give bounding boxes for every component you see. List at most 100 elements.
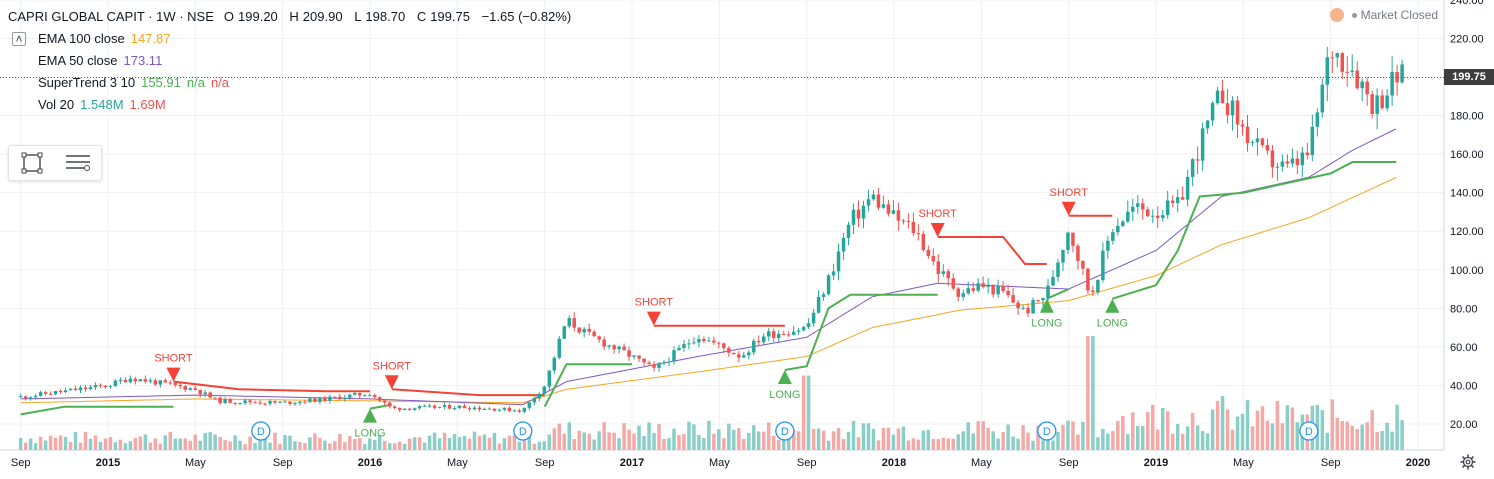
candle-body [502, 407, 507, 410]
volume-bar [243, 444, 247, 450]
candle-body [632, 355, 636, 357]
candle-body [871, 194, 876, 200]
candle-body [348, 394, 352, 398]
indicator-value: 1.69M [129, 97, 166, 112]
volume-bar [93, 435, 98, 450]
candle-body [1051, 276, 1055, 286]
volume-bar [382, 440, 387, 450]
volume-bar [1180, 433, 1185, 450]
candle-body [517, 410, 522, 412]
volume-bar [462, 436, 467, 450]
volume-bar [373, 439, 377, 450]
candle-body [527, 402, 532, 408]
supertrend-long-line [784, 293, 938, 371]
volume-bar [48, 435, 53, 450]
volume-bar [1225, 409, 1230, 450]
indicator-volume[interactable]: Vol 20 1.548M 1.69M [8, 94, 575, 116]
candle-body [921, 233, 926, 250]
volume-bar [791, 429, 796, 450]
volume-bar [213, 434, 217, 450]
candle-body [1190, 159, 1195, 177]
indicator-supertrend[interactable]: SuperTrend 3 10 155.91 n/a n/a [8, 72, 575, 94]
volume-bar [363, 444, 367, 450]
candle-body [1210, 103, 1215, 121]
volume-bar [1290, 407, 1295, 450]
volume-bar [358, 438, 362, 450]
short-signal-arrow [1061, 201, 1076, 216]
ohlc-values: O 199.20 H 209.90 L 198.70 C 199.75 −1.65 (−… [224, 6, 575, 28]
collapse-legend-icon[interactable]: ˄ [12, 32, 26, 46]
supertrend-long-line [1046, 288, 1070, 300]
volume-bar [38, 436, 43, 450]
volume-bar [343, 442, 347, 450]
candle-body [1111, 232, 1115, 241]
volume-bar [407, 438, 412, 450]
text-lines-tool-icon[interactable] [64, 149, 92, 177]
time-tick-label: Sep [1321, 457, 1341, 469]
volume-bar [886, 427, 891, 450]
price-tick-label: 160.00 [1450, 149, 1484, 161]
candle-body [846, 224, 851, 238]
volume-bar [602, 422, 606, 450]
indicator-ema100[interactable]: ˄ EMA 100 close 147.87 [8, 28, 575, 50]
volume-bar [33, 443, 38, 450]
volume-bar [173, 438, 178, 450]
candle-body [1071, 232, 1075, 246]
candle-body [223, 399, 227, 404]
volume-bar [1011, 436, 1015, 450]
candle-body [1006, 290, 1010, 296]
symbol-title[interactable]: CAPRI GLOBAL CAPIT · 1W · NSE [8, 9, 214, 24]
candle-body [462, 405, 467, 409]
drawing-toolbox [8, 145, 102, 181]
time-tick-label: Sep [273, 457, 293, 469]
time-tick-label: 2019 [1144, 457, 1168, 469]
volume-bar [986, 428, 990, 450]
volume-bar [567, 422, 571, 450]
volume-bar [228, 441, 232, 450]
volume-bar [757, 431, 761, 450]
candle-body [991, 284, 995, 295]
volume-bar [23, 442, 28, 450]
candle-body [293, 403, 297, 405]
candle-body [238, 403, 242, 405]
candle-body [1225, 103, 1230, 116]
candle-body [692, 342, 696, 344]
dividend-marker-label: D [519, 426, 527, 438]
supertrend-long-line [543, 363, 632, 408]
dividend-marker-icon [513, 421, 533, 441]
long-signal-arrow [363, 408, 377, 423]
price-tick-label: 140.00 [1450, 188, 1484, 200]
volume-bar [168, 431, 173, 450]
volume-bar [477, 435, 482, 450]
candle-body [507, 407, 512, 412]
candle-body [477, 407, 482, 410]
candle-body [612, 345, 616, 350]
gear-icon[interactable] [1460, 454, 1476, 470]
candle-body [771, 331, 776, 338]
candle-body [1121, 221, 1125, 226]
indicator-label: SuperTrend 3 10 [38, 75, 136, 90]
candle-body [996, 285, 1000, 295]
candle-body [1046, 285, 1050, 299]
volume-bar [517, 441, 522, 450]
candle-body [981, 283, 985, 287]
volume-bar [73, 432, 78, 450]
volume-bar [283, 435, 287, 450]
candle-body [108, 386, 113, 388]
volume-bar [377, 434, 382, 450]
candle-body [1036, 300, 1040, 302]
candle-body [392, 406, 397, 409]
candle-body [407, 408, 412, 410]
candle-body [881, 204, 886, 208]
candle-body [627, 350, 631, 357]
rectangle-tool-icon[interactable] [18, 149, 46, 177]
alert-icon[interactable] [1329, 8, 1344, 22]
candle-body [1061, 249, 1065, 263]
candle-body [776, 334, 781, 338]
candle-body [791, 331, 796, 335]
volume-bar [497, 443, 502, 450]
indicator-ema50[interactable]: EMA 50 close 173.11 [8, 50, 575, 72]
